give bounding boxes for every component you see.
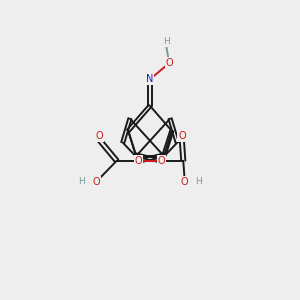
- Text: H: H: [79, 178, 85, 187]
- Text: O: O: [181, 177, 189, 187]
- Text: O: O: [165, 58, 173, 68]
- Text: O: O: [158, 156, 165, 166]
- Text: O: O: [178, 131, 186, 141]
- Text: O: O: [92, 177, 100, 187]
- Text: O: O: [95, 131, 103, 141]
- Text: O: O: [135, 156, 142, 166]
- Text: N: N: [146, 74, 154, 84]
- Text: H: H: [196, 178, 202, 187]
- Text: H: H: [163, 38, 169, 46]
